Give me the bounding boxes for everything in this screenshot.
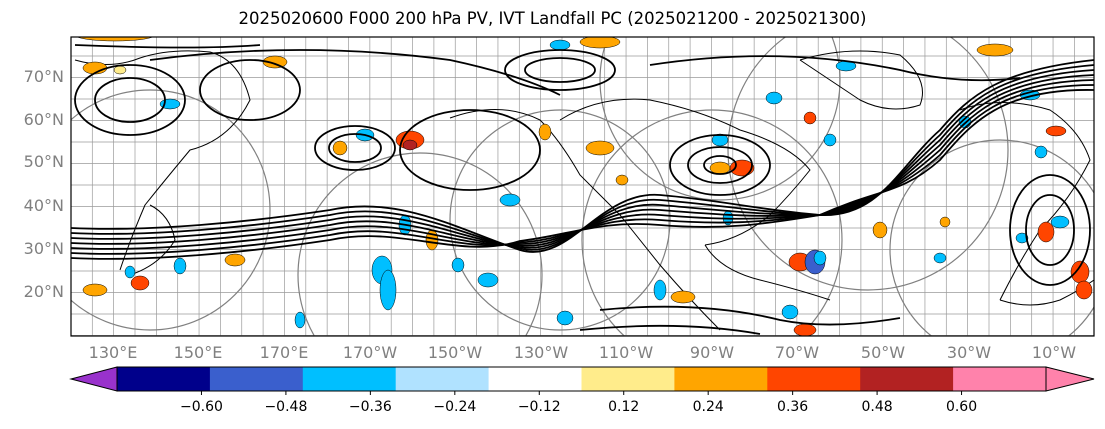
colorbar-tick-label: 0.48 [861,399,892,415]
colorbar-tick-label: 0.24 [693,399,724,415]
pv-anomaly-region [125,266,135,278]
lon-label: 130°E [89,343,138,362]
colorbar-segment [953,367,1046,391]
colorbar-segment [303,367,396,391]
lat-label: 70°N [14,67,64,86]
pv-anomaly-region [940,217,950,227]
pv-anomaly-region [934,253,946,263]
pv-anomaly-region [766,92,782,104]
map-frame [71,37,1094,336]
colorbar-tick-label: −0.48 [264,399,307,415]
colorbar-tick-label: 0.36 [777,399,808,415]
pv-anomaly-region [452,258,464,272]
contour-line [650,56,1020,80]
pv-anomaly-region [730,160,754,176]
contour-line [600,307,900,325]
colorbar-extend-high [1046,367,1094,391]
pv-anomaly-region [500,194,520,206]
pv-anomaly-region [114,66,126,74]
pv-anomaly-region [295,312,305,328]
lon-label: 170°W [343,343,397,362]
pv-anomaly-region [654,280,666,300]
lon-label: 50°W [861,343,905,362]
pv-anomaly-region [794,324,816,336]
lon-label: 130°W [514,343,568,362]
pv-anomaly-region [580,36,620,48]
pv-anomaly-region [83,284,107,296]
pv-anomaly-region [586,141,614,155]
colorbar-tick-label: −0.36 [349,399,392,415]
coastline [960,103,1090,301]
pv-anomaly-region [333,141,347,155]
colorbar-tick-label: 0.60 [946,399,977,415]
pv-anomaly-region [1076,281,1092,299]
lon-label: 150°W [428,343,482,362]
lat-label: 60°N [14,110,64,129]
closed-contour [525,58,595,82]
closed-contour [95,78,165,122]
lon-label: 110°W [599,343,653,362]
colorbar-tick-label: −0.24 [433,399,476,415]
pv-anomaly-region [616,175,628,185]
lon-label: 70°W [775,343,819,362]
graticule [71,37,1094,336]
colorbar-extend-low [71,367,117,391]
pv-anomaly-region [225,254,245,266]
pv-anomaly-region [782,305,798,319]
colorbar-tick-label: −0.12 [518,399,561,415]
range-ring [298,153,542,397]
lon-label: 150°E [174,343,223,362]
closed-contour [200,60,300,120]
lon-label: 170°E [260,343,309,362]
pv-anomaly-region [824,134,836,146]
pv-anomaly-region [1071,261,1089,283]
pv-anomaly-region [1051,216,1069,228]
pv-anomaly-region [671,291,695,303]
pv-anomaly-region [1035,146,1047,158]
lat-label: 30°N [14,239,64,258]
ivt-contours [71,45,1094,334]
pv-anomaly-region [550,40,570,50]
lon-label: 90°W [690,343,734,362]
lat-label: 40°N [14,196,64,215]
contour-line [150,50,560,95]
colorbar [71,367,1094,395]
pv-anomaly-region [380,270,396,310]
colorbar-segment [117,367,210,391]
colorbar-segment [767,367,860,391]
colorbar-tick-label: −0.60 [180,399,223,415]
colorbar-segment [582,367,675,391]
contour-line [75,45,260,48]
colorbar-tick-label: 0.12 [608,399,639,415]
lon-label: 10°W [1032,343,1076,362]
pv-anomaly-region [814,251,826,265]
lat-label: 50°N [14,152,64,171]
colorbar-segment [860,367,953,391]
colorbar-segment [396,367,489,391]
pv-anomaly-region [1038,222,1054,242]
pv-anomaly-region [557,311,573,325]
lat-label: 20°N [14,282,64,301]
pv-anomaly-region [1046,126,1066,136]
colorbar-segment [489,367,582,391]
pv-anomaly-region [873,222,887,238]
range-ring [30,90,270,330]
pv-anomaly-region [977,44,1013,56]
coastline [130,205,175,275]
pv-anomaly-region [478,273,498,287]
colorbar-segment [674,367,767,391]
coastlines [75,51,1094,330]
pv-anomaly-region [75,29,155,41]
pv-map [0,0,1105,429]
pv-anomaly-region [174,258,186,274]
pv-anomaly-region [403,140,417,150]
colorbar-segment [210,367,303,391]
range-rings [30,0,1105,397]
pv-anomaly-region [131,276,149,290]
pv-anomaly-region [539,124,551,140]
lon-label: 30°W [947,343,991,362]
range-ring [728,10,1008,290]
pv-anomaly-region [804,112,816,124]
